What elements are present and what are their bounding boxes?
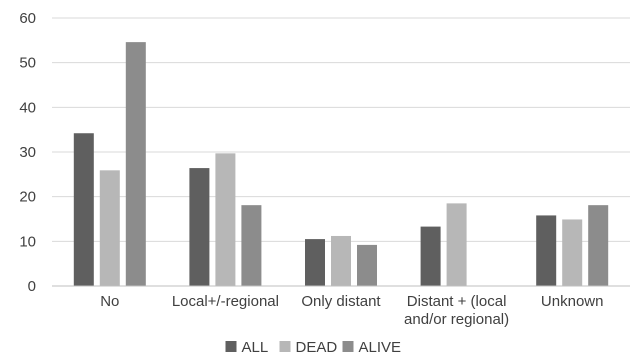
x-category-label: No bbox=[100, 293, 119, 310]
y-tick-label: 10 bbox=[19, 233, 36, 250]
x-category-label: Unknown bbox=[541, 293, 604, 310]
x-category-label-line: Only distant bbox=[301, 293, 381, 310]
bar-alive-0 bbox=[125, 42, 146, 287]
y-tick-label: 60 bbox=[19, 10, 36, 27]
bar-all-1 bbox=[189, 168, 210, 286]
bar-all-3 bbox=[420, 226, 441, 286]
bar-dead-0 bbox=[99, 170, 120, 286]
x-category-label-line: and/or regional) bbox=[404, 311, 509, 328]
x-category-label-line: No bbox=[100, 293, 119, 310]
legend-swatch-dead bbox=[279, 341, 291, 352]
x-axis-labels: No Local+/-regional Only distant Distant + … bbox=[100, 293, 603, 328]
x-category-label-line: Distant + (local bbox=[407, 293, 507, 310]
bar-dead-3 bbox=[446, 203, 467, 286]
bar-dead-1 bbox=[215, 153, 236, 286]
legend-label-dead: DEAD bbox=[296, 339, 338, 356]
legend: ALL DEAD ALIVE bbox=[225, 339, 402, 356]
bar-alive-1 bbox=[241, 205, 262, 286]
legend-swatch-all bbox=[225, 341, 237, 352]
legend-label-all: ALL bbox=[242, 339, 269, 356]
y-tick-label: 40 bbox=[19, 99, 36, 116]
y-axis-ticks: 0 10 20 30 40 50 60 bbox=[19, 10, 36, 295]
y-tick-label: 50 bbox=[19, 55, 36, 72]
bar-dead-2 bbox=[331, 235, 351, 286]
bar-alive-2 bbox=[357, 244, 377, 286]
x-category-label: Only distant bbox=[301, 293, 381, 310]
y-tick-label: 30 bbox=[19, 144, 36, 161]
bars bbox=[73, 42, 609, 287]
x-category-label-line: Local+/-regional bbox=[172, 293, 279, 310]
bar-all-2 bbox=[305, 239, 325, 286]
y-tick-label: 20 bbox=[19, 189, 36, 206]
x-category-label: Distant + (local and/or regional) bbox=[404, 293, 509, 328]
legend-swatch-alive bbox=[342, 341, 354, 352]
bar-alive-4 bbox=[588, 205, 609, 286]
x-category-label-line: Unknown bbox=[541, 293, 604, 310]
legend-label-alive: ALIVE bbox=[359, 339, 402, 356]
bar-all-0 bbox=[73, 133, 94, 286]
bar-dead-4 bbox=[562, 219, 583, 286]
x-category-label: Local+/-regional bbox=[172, 293, 279, 310]
bar-all-4 bbox=[536, 215, 557, 286]
gridlines bbox=[52, 17, 630, 242]
y-tick-label: 0 bbox=[28, 278, 36, 295]
